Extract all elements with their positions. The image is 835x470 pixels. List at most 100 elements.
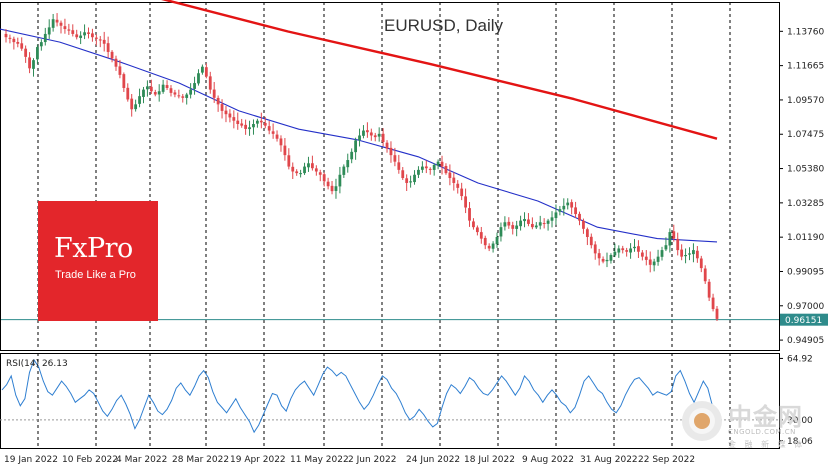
candle-body [4, 33, 8, 38]
candle-body [201, 66, 204, 73]
x-tick-label: 22 Sep 2022 [638, 455, 695, 465]
candle-body [585, 229, 589, 238]
candle-body [169, 88, 173, 93]
rsi-line [1, 358, 718, 434]
candle-body [358, 135, 361, 141]
candle-body [605, 259, 609, 262]
candle-body [546, 220, 550, 224]
candle-body [365, 130, 369, 133]
candle-body [83, 32, 86, 36]
candle-body [39, 42, 43, 47]
candle-body [562, 205, 566, 210]
candle-body [20, 43, 24, 49]
candle-body [381, 133, 385, 143]
candle-body [578, 213, 581, 221]
candle-body [401, 170, 405, 179]
watermark-subtitle: 金 融 新 媒 体 [728, 440, 806, 449]
candle-body [122, 74, 126, 88]
candle-body [692, 250, 695, 255]
candle-body [79, 35, 83, 38]
candle-body [193, 83, 196, 89]
candle-body [330, 185, 334, 192]
candle-body [67, 29, 71, 31]
candle-body [8, 37, 12, 39]
candle-body [126, 87, 130, 100]
candle-body [106, 43, 110, 52]
candle-body [12, 38, 16, 43]
candle-body [389, 147, 393, 156]
candle-body [236, 120, 240, 125]
candle-body [259, 120, 263, 123]
candle-body [244, 124, 248, 129]
candle-body [527, 219, 530, 224]
y-tick-label: 1.13760 [787, 27, 824, 37]
candle-body [114, 58, 118, 67]
candle-body [138, 96, 141, 104]
candle-body [420, 166, 424, 170]
candle-body [684, 255, 687, 257]
x-tick-label: 19 Jan 2022 [4, 455, 58, 465]
candle-body [397, 162, 401, 170]
candle-body [499, 227, 503, 237]
x-tick-label: 9 Aug 2022 [522, 455, 574, 465]
price-frame [0, 2, 780, 351]
candle-body [149, 86, 153, 92]
candle-body [134, 104, 138, 110]
candle-body [146, 86, 149, 90]
candle-body [177, 95, 181, 97]
candle-body [515, 225, 519, 229]
candle-body [613, 251, 617, 256]
candle-body [28, 57, 31, 69]
candle-body [668, 232, 672, 246]
candle-body [91, 33, 94, 38]
candle-body [428, 168, 432, 170]
current-price-badge [780, 313, 828, 326]
candle-body [405, 178, 409, 183]
candle-body [307, 163, 310, 168]
rsi-y-tick-label: 18.06 [787, 437, 813, 447]
candle-body [303, 166, 306, 174]
candle-body [110, 51, 114, 59]
candle-body [24, 48, 28, 57]
candle-body [342, 166, 346, 175]
y-tick-label: 1.01190 [787, 233, 824, 243]
candle-body [468, 208, 471, 221]
candle-body [688, 253, 691, 255]
candle-body [676, 238, 680, 251]
candle-body [240, 123, 244, 126]
candle-body [291, 166, 295, 172]
candle-body [707, 281, 711, 298]
brand-tagline: Trade Like a Pro [55, 269, 136, 281]
candle-body [220, 104, 224, 111]
candle-body [393, 155, 397, 162]
chart-title: EURUSD, Daily [384, 16, 504, 35]
candle-body [350, 151, 354, 160]
candle-body [417, 169, 420, 175]
candle-body [621, 248, 625, 251]
candle-body [475, 227, 479, 233]
candle-body [232, 117, 236, 121]
candle-body [511, 225, 515, 229]
y-tick-label: 1.07475 [787, 130, 824, 140]
candle-body [660, 250, 664, 257]
candle-body [609, 255, 613, 261]
candle-body [593, 244, 597, 254]
candle-body [652, 261, 656, 266]
candle-body [299, 173, 303, 175]
candle-body [295, 171, 299, 174]
candle-body [271, 131, 275, 134]
watermark-cn-text: 中金网 [728, 403, 803, 431]
candle-body [456, 183, 460, 188]
y-tick-label: 1.09570 [787, 96, 824, 106]
candle-body [326, 181, 330, 187]
candle-body [648, 259, 652, 265]
candle-body [224, 110, 228, 115]
candle-body [189, 89, 193, 95]
brand-name: FxPro [54, 233, 133, 264]
candle-body [16, 41, 20, 44]
x-tick-label: 19 Apr 2022 [230, 455, 286, 465]
candle-body [460, 188, 464, 197]
x-tick-label: 2 Jun 2022 [348, 455, 396, 465]
candle-body [523, 218, 526, 222]
candle-body [354, 140, 358, 153]
